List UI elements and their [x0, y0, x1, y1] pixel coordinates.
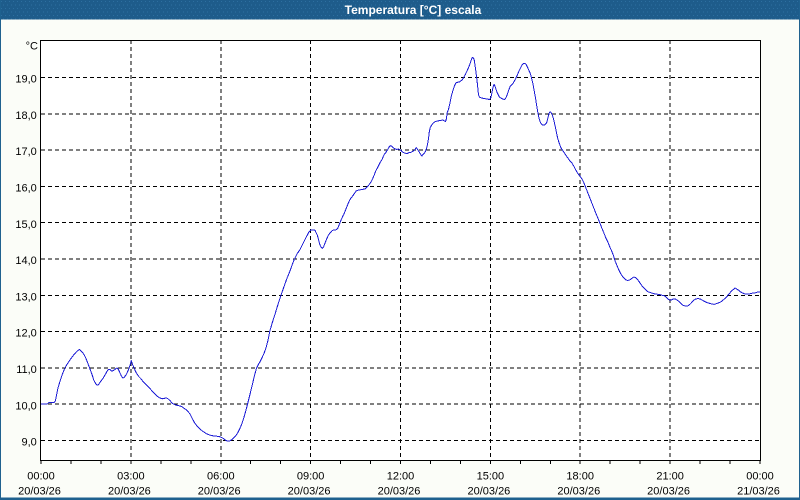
svg-text:20/03/26: 20/03/26: [18, 485, 61, 497]
svg-text:Temperatura [°C] escala: Temperatura [°C] escala: [345, 3, 482, 17]
svg-text:20/03/26: 20/03/26: [198, 485, 241, 497]
svg-text:10,0: 10,0: [15, 400, 36, 412]
svg-text:15:00: 15:00: [477, 471, 505, 483]
svg-text:9,0: 9,0: [22, 437, 37, 449]
svg-text:19,0: 19,0: [15, 74, 36, 86]
svg-text:16,0: 16,0: [15, 183, 36, 195]
svg-text:00:00: 00:00: [746, 471, 774, 483]
svg-text:20/03/26: 20/03/26: [378, 485, 421, 497]
svg-text:20/03/26: 20/03/26: [557, 485, 600, 497]
svg-text:06:00: 06:00: [207, 471, 235, 483]
svg-text:12:00: 12:00: [387, 471, 415, 483]
svg-text:21:00: 21:00: [656, 471, 684, 483]
svg-text:15,0: 15,0: [15, 219, 36, 231]
svg-text:03:00: 03:00: [117, 471, 145, 483]
svg-text:20/03/26: 20/03/26: [647, 485, 690, 497]
svg-text:20/03/26: 20/03/26: [108, 485, 151, 497]
svg-text:20/03/26: 20/03/26: [467, 485, 510, 497]
svg-text:00:00: 00:00: [27, 471, 55, 483]
svg-text:11,0: 11,0: [16, 364, 37, 376]
svg-text:°C: °C: [26, 41, 38, 53]
svg-text:20/03/26: 20/03/26: [288, 485, 331, 497]
svg-text:18:00: 18:00: [566, 471, 594, 483]
svg-text:21/03/26: 21/03/26: [737, 485, 780, 497]
svg-text:17,0: 17,0: [15, 146, 36, 158]
svg-text:09:00: 09:00: [297, 471, 325, 483]
svg-text:13,0: 13,0: [15, 291, 36, 303]
svg-text:18,0: 18,0: [15, 110, 36, 122]
svg-text:12,0: 12,0: [15, 328, 36, 340]
svg-text:14,0: 14,0: [15, 255, 36, 267]
